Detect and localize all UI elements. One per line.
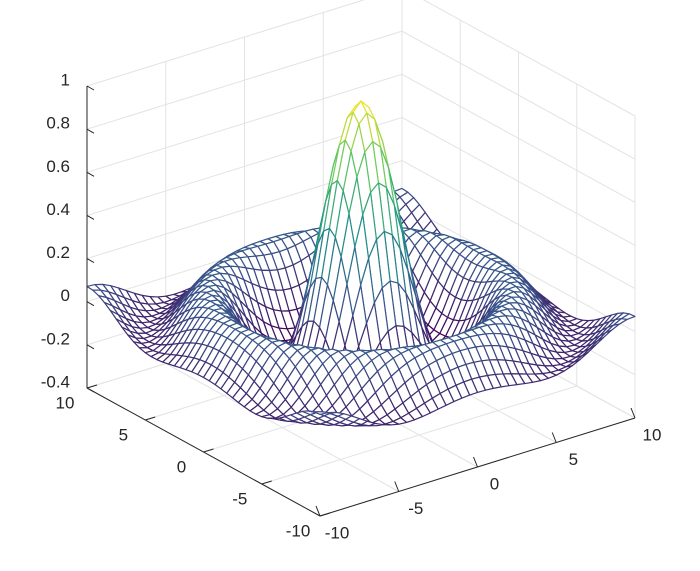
y-tick-mark — [319, 512, 331, 517]
axis-tick-labels: -10 -5 0 5 10 -10 -5 0 5 10 -0.4 -0.2 0 0.2 0.4 0.6 0.8 1 — [41, 70, 662, 542]
y-tick-label: -5 — [232, 489, 247, 508]
y-tick-label: 0 — [177, 457, 186, 476]
x-tick-mark — [551, 432, 557, 443]
surface-mesh — [86, 100, 636, 427]
grid-line-z-right — [422, 0, 636, 117]
y-tick-label: 5 — [119, 425, 128, 444]
x-tick-label: 5 — [569, 450, 578, 469]
x-tick-mark — [473, 456, 478, 468]
y-tick-mark — [145, 416, 156, 421]
grid-line-z-back — [86, 73, 403, 173]
y-tick-mark — [261, 480, 272, 485]
mesh-cell — [313, 411, 329, 416]
grid-line-z-back — [86, 0, 366, 87]
grid-line-z-right — [401, 203, 636, 333]
z-tick-mark — [86, 387, 95, 393]
y-tick-mark — [86, 384, 98, 389]
x-tick-label: -5 — [408, 499, 423, 518]
grid-line-z-right — [401, 160, 636, 290]
z-tick-mark — [86, 344, 95, 350]
x-tick-label: -10 — [325, 523, 350, 542]
y-tick-label: -10 — [286, 521, 311, 540]
grid-line-z-back — [86, 30, 403, 130]
y-tick-mark — [203, 448, 214, 453]
z-tick-label: 0.4 — [46, 200, 70, 219]
z-tick-label: -0.2 — [41, 329, 70, 348]
grid-line-z-right — [401, 73, 636, 203]
z-tick-mark — [86, 301, 95, 307]
z-tick-mark — [86, 85, 95, 91]
z-tick-label: 0.6 — [46, 157, 70, 176]
z-tick-label: 0.2 — [46, 243, 70, 262]
z-tick-mark — [86, 214, 95, 220]
z-tick-mark — [86, 258, 95, 264]
grid-line-y-floor — [261, 385, 577, 485]
z-tick-label: 0.8 — [46, 114, 70, 133]
x-tick-mark — [315, 505, 321, 517]
z-tick-label: 0 — [61, 286, 70, 305]
grid-line-z-right — [401, 30, 636, 160]
z-tick-label: 1 — [61, 70, 70, 89]
x-tick-label: 10 — [643, 425, 662, 444]
x-tick-mark — [394, 481, 400, 492]
x-tick-label: 0 — [490, 474, 499, 493]
y-tick-label: 10 — [56, 393, 75, 412]
x-tick-mark — [630, 407, 636, 419]
axis-ticks — [86, 85, 636, 517]
grid-line-z-right — [401, 116, 636, 246]
z-tick-label: -0.4 — [41, 372, 70, 391]
z-tick-mark — [86, 128, 95, 134]
z-tick-mark — [86, 171, 95, 177]
